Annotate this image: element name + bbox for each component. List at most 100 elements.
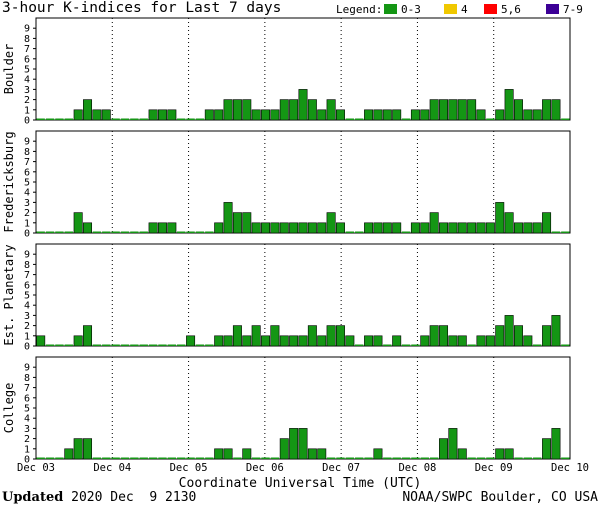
kindex-bar [279,438,289,460]
legend-item-4: 4 [444,3,468,16]
y-tick-label: 9 [24,250,30,261]
kindex-bar [420,109,430,121]
kindex-bar [551,99,561,121]
kindex-bar [73,109,83,121]
legend-label: Legend: [336,3,383,16]
kindex-bar [476,335,486,347]
y-tick-label: 7 [24,270,30,281]
kindex-bar [205,231,214,233]
kindex-bar [102,344,111,346]
kindex-bar [83,438,93,460]
kindex-bar [167,222,177,234]
kindex-bar [335,222,345,234]
kindex-bar [542,325,552,347]
kindex-bar [355,457,364,459]
kindex-bar [130,231,139,233]
panel-label: Est. Planetary [2,244,16,345]
y-tick-label: 9 [24,363,30,374]
kindex-bar [551,315,561,347]
kindex-bar [364,457,373,459]
y-tick-label: 3 [24,85,30,96]
panel-label: Boulder [2,44,16,95]
y-tick-label: 5 [24,65,30,76]
y-tick-label: 9 [24,137,30,148]
kindex-bar [532,109,542,121]
kindex-bar [364,109,374,121]
kindex-bar [139,118,148,120]
kindex-bar [251,325,261,347]
kindex-bar [298,335,308,347]
kindex-bar [102,457,111,459]
kindex-bar [457,99,467,121]
kindex-bar [317,448,327,460]
kindex-bar [214,109,224,121]
kindex-bar [457,335,467,347]
kindex-bar [233,457,242,459]
kindex-bar [270,222,280,234]
kindex-bar [495,325,505,347]
kindex-bar [373,448,383,460]
kindex-bar [205,457,214,459]
y-tick-label: 4 [24,188,30,199]
kindex-bar [448,428,458,460]
kindex-bar [561,457,570,459]
kindex-bar [373,335,383,347]
y-tick-label: 0 [24,116,30,127]
y-tick-label: 3 [24,311,30,322]
kindex-bar [345,118,355,120]
kindex-bar [55,344,64,346]
kindex-bar [214,448,224,460]
kindex-bar [513,325,523,347]
y-tick-label: 7 [24,44,30,55]
kindex-bar [532,222,542,234]
y-tick-label: 8 [24,373,30,384]
kindex-bar [420,457,429,459]
kindex-bar [139,344,148,346]
kindex-bar [223,99,233,121]
y-tick-label: 0 [24,229,30,240]
kindex-bar [401,231,411,233]
kindex-bar [298,222,308,234]
kindex-bar [514,457,523,459]
kindex-bar [83,99,93,121]
kindex-bar [326,212,336,234]
legend-swatch [384,4,397,14]
kindex-bar [410,222,420,234]
kindex-bar [120,457,130,459]
kindex-bar [439,438,449,460]
kindex-bar [298,428,308,460]
kindex-bar [232,212,242,234]
kindex-bar [476,109,486,121]
kindex-bar [148,457,158,459]
x-tick-label: Dec 04 [93,462,131,474]
kindex-bar [420,335,430,347]
y-tick-label: 2 [24,208,30,219]
kindex-bar [36,335,46,347]
kindex-bar [242,448,252,460]
kindex-bar [130,457,139,459]
kindex-bar [448,335,458,347]
kindex-bar [429,212,439,234]
kindex-bar [223,202,233,234]
kindex-bar [195,118,205,120]
kindex-bar [345,335,355,347]
kindex-bar [73,438,83,460]
kindex-bar [177,344,186,346]
kindex-bar [139,457,148,459]
kindex-bar [92,109,102,121]
y-tick-label: 6 [24,54,30,65]
kindex-bar [45,231,55,233]
kindex-bar [92,457,102,459]
kindex-bar [383,457,392,459]
kindex-bar [279,222,289,234]
kindex-bar [335,325,345,347]
kindex-bar [36,118,45,120]
kindex-bar [45,118,55,120]
kindex-bar [345,457,355,459]
kindex-bar [355,344,364,346]
kindex-bar [298,89,308,121]
kindex-bar [467,99,477,121]
kindex-bar [307,222,317,234]
kindex-bar [270,325,280,347]
kindex-bar [73,212,83,234]
